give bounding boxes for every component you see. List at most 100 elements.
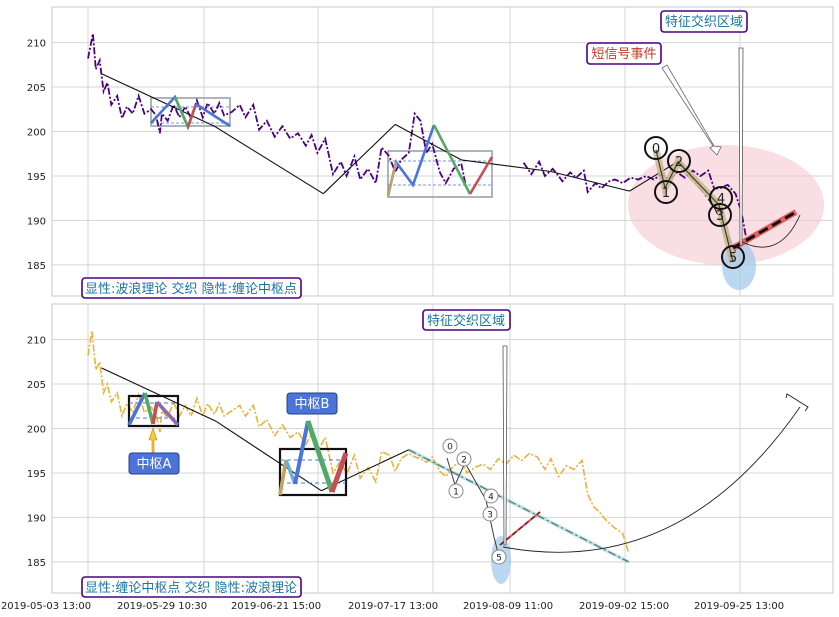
pivot-a-label: 中枢A [137, 457, 172, 472]
top-wave-point-label: 2 [675, 155, 683, 170]
short-signal-leg-core [655, 149, 734, 263]
event-arrow [661, 64, 722, 156]
x-tick-label: 2019-06-21 15:00 [231, 601, 321, 612]
pivot-box-2 [387, 150, 493, 198]
wave-3-segment [186, 103, 198, 128]
x-tick-label: 2019-07-17 13:00 [348, 601, 438, 612]
pivot-a-arrow [148, 427, 158, 453]
bottom-plot-area [51, 303, 834, 594]
bottom-annotation-legend: 显性:缠论中枢点 交织 隐性:波浪理论 [81, 576, 302, 598]
x-tick-label: 2019-05-29 10:30 [117, 601, 207, 612]
top-annotation-legend: 显性:波浪理论 交织 隐性:缠论中枢点 [81, 277, 302, 299]
annotation-pivot-a: 中枢A [128, 452, 180, 475]
pivot-b-wave-2 [284, 459, 297, 485]
bot-wave-point-label: 2 [461, 456, 467, 466]
y-tick-label: 205 [27, 380, 46, 391]
top-wave-point-circle [644, 136, 668, 160]
rebound-arc [741, 214, 801, 248]
bottom-event-marker-bar [502, 345, 508, 546]
y-tick-label: 190 [27, 216, 46, 227]
bot-wave-point-label: 4 [488, 493, 494, 503]
bot-wave-line-0 [101, 367, 217, 422]
bot-wave-line-1 [215, 420, 322, 492]
top-price-line-1 [522, 159, 749, 244]
top-wave-point-1: 1 [654, 180, 678, 204]
top-wave-point-label: 1 [662, 186, 670, 201]
y-tick-label: 185 [27, 261, 46, 272]
bot-wave-point-circle [491, 549, 507, 565]
pivot-b-label: 中枢B [295, 397, 330, 412]
top-price-series [87, 33, 749, 244]
top-annotation-short-signal: 短信号事件 [586, 42, 662, 65]
top-wave-line-7 [678, 160, 715, 208]
bot-wave-point-4: 4 [483, 488, 499, 504]
top-wave-line-0 [101, 73, 215, 127]
y-tick-label: 210 [27, 336, 46, 347]
pivot-a-wave-down2 [155, 400, 180, 427]
top-feature-zone-label: 特征交织区域 [665, 14, 743, 30]
bot-wave-point-circle [448, 483, 464, 499]
wave-4-segment [195, 102, 231, 128]
x-tick-label: 2019-09-02 15:00 [579, 601, 669, 612]
bottom-projection-arc [502, 406, 801, 553]
bot-wave-point-3: 3 [482, 506, 498, 522]
top-wave-point-circle [667, 149, 691, 173]
bot-wave-point-1: 1 [448, 483, 464, 499]
bot-wave-point-circle [483, 488, 499, 504]
y-tick-label: 210 [27, 39, 46, 50]
pivot-a-wave-up2 [151, 401, 159, 425]
bot-wave-point-circle [482, 506, 498, 522]
top-wave-point-5: 5 [721, 245, 745, 269]
x-tick-label: 2019-08-09 11:00 [463, 601, 553, 612]
rebound-black-dash [732, 210, 797, 250]
bot-wave-point-circle [456, 451, 472, 467]
bot-wave-point-2: 2 [456, 451, 472, 467]
bottom-grid [52, 304, 833, 593]
top-price-line-0 [87, 33, 467, 186]
bottom-rebound-dash [499, 511, 541, 546]
top-wave-line-4 [461, 159, 551, 173]
bot-wave-point-0: 0 [442, 438, 458, 454]
pivot-b-wave-5 [329, 452, 349, 493]
bottom-annotation-feature-zone: 特征交织区域 [422, 309, 511, 331]
bot-wave-point-label: 0 [447, 443, 453, 453]
y-tick-label: 195 [27, 469, 46, 480]
pivot-a-wave-up [127, 392, 147, 426]
top-wave-point-0: 0 [644, 136, 668, 160]
pivot-b-wave-4 [305, 420, 335, 493]
bottom-wave-points: 0 1 2 4 3 5 [442, 438, 507, 565]
top-wave-line-6 [629, 160, 680, 192]
pivot-b-wave-1 [278, 459, 288, 496]
top-wave-point-circle [654, 180, 678, 204]
top-wave-point-label: 0 [652, 142, 660, 157]
top-wave-point-circle [708, 203, 732, 227]
short-signal-label: 短信号事件 [591, 47, 656, 62]
wave-6-segment [432, 124, 472, 195]
top-wave-point-label: 3 [716, 209, 724, 224]
top-wave-point-circle [709, 186, 733, 210]
pivot-a-wave-down [143, 392, 155, 425]
bottom-price-series [87, 330, 630, 554]
top-legend-label: 显性:波浪理论 交织 隐性:缠论中枢点 [85, 281, 297, 297]
wave-8-segment [386, 161, 398, 197]
bot-wave-point-circle [442, 438, 458, 454]
top-wave-line-2 [322, 124, 396, 195]
wave-7-segment [468, 156, 494, 195]
y-tick-label: 190 [27, 513, 46, 524]
y-tick-label: 185 [27, 558, 46, 569]
bottom-mini-wave [446, 457, 501, 562]
top-wave-point-circle [721, 245, 745, 269]
bottom-wave-lines [101, 367, 630, 564]
bot-wave-shadow [408, 448, 630, 564]
x-axis: 2019-05-03 13:00 2019-05-29 10:30 2019-06-… [1, 601, 784, 612]
bottom-y-axis: 185 190 195 200 205 210 [27, 336, 46, 569]
top-wave-points: 0 1 2 3 4 5 [644, 136, 745, 269]
y-tick-label: 200 [27, 424, 46, 435]
bot-wave-point-label: 5 [496, 554, 502, 564]
pivot-b-wave-3 [293, 420, 310, 485]
bot-wave-point-5: 5 [491, 549, 507, 565]
annotation-pivot-b: 中枢B [286, 392, 338, 415]
